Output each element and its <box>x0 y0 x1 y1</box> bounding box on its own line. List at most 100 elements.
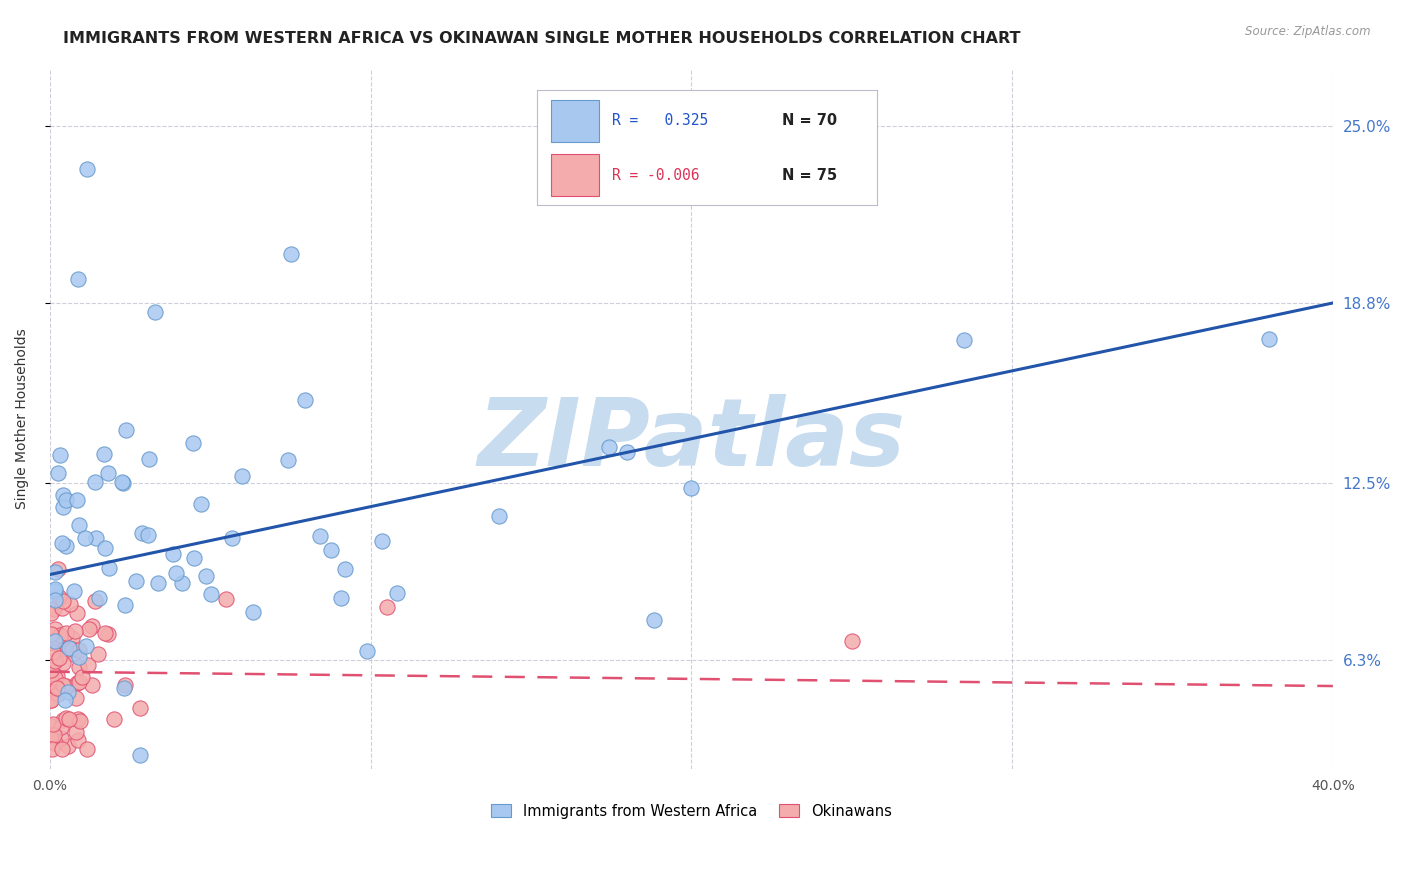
Point <box>84 475 107 489</box>
Point <box>41 670 63 684</box>
Point <box>49 720 72 734</box>
Text: ZIPatlas: ZIPatlas <box>477 393 905 486</box>
Point <box>49 731 72 745</box>
Point <box>51 742 73 756</box>
Point <box>48 651 70 665</box>
Point <box>145 304 167 318</box>
Point <box>60 632 83 646</box>
Point <box>643 613 665 627</box>
Point <box>87 647 110 661</box>
Point <box>1257 332 1279 346</box>
Point <box>52 678 75 692</box>
Point <box>76 161 98 176</box>
Point <box>60 642 83 657</box>
Point <box>52 636 75 650</box>
Point <box>66 676 89 690</box>
Point <box>59 597 82 611</box>
Point <box>41 634 63 648</box>
Point <box>46 687 69 701</box>
Point <box>46 467 69 481</box>
Point <box>44 565 66 579</box>
Point <box>55 539 77 553</box>
Point <box>52 714 75 728</box>
Point <box>136 528 159 542</box>
Point <box>58 640 80 655</box>
Point <box>387 586 409 600</box>
Point <box>67 643 90 657</box>
Point <box>49 448 72 462</box>
Point <box>138 452 160 467</box>
Point <box>97 466 120 480</box>
Point <box>55 626 77 640</box>
Point <box>46 562 69 576</box>
Point <box>66 272 89 286</box>
Point <box>63 584 86 599</box>
Point <box>83 593 105 607</box>
Point <box>44 584 66 599</box>
Point <box>82 677 104 691</box>
Point <box>98 561 121 575</box>
Point <box>598 441 620 455</box>
Point <box>172 576 194 591</box>
Point <box>165 566 187 580</box>
Point <box>112 681 135 696</box>
Point <box>200 587 222 601</box>
Point <box>56 739 79 753</box>
Point <box>42 632 65 647</box>
Point <box>41 627 63 641</box>
Point <box>111 475 134 489</box>
Point <box>242 606 264 620</box>
Point <box>841 633 863 648</box>
Point <box>162 547 184 561</box>
Point <box>65 724 87 739</box>
Point <box>52 594 75 608</box>
Point <box>76 741 98 756</box>
Point <box>70 670 93 684</box>
Point <box>55 492 77 507</box>
Point <box>51 536 73 550</box>
Point <box>52 488 75 502</box>
Point <box>319 543 342 558</box>
Point <box>48 590 70 604</box>
Point <box>56 685 79 699</box>
Point <box>51 639 73 653</box>
Point <box>129 747 152 762</box>
Text: Source: ZipAtlas.com: Source: ZipAtlas.com <box>1246 25 1371 38</box>
Point <box>97 627 120 641</box>
Point <box>44 736 66 750</box>
Y-axis label: Single Mother Households: Single Mother Households <box>15 328 30 509</box>
Point <box>66 493 89 508</box>
Point <box>148 576 170 591</box>
Point <box>93 541 115 555</box>
Point <box>335 561 357 575</box>
Point <box>55 679 77 693</box>
Point <box>41 681 63 696</box>
Point <box>41 742 63 756</box>
Point <box>280 247 302 261</box>
Point <box>49 627 72 641</box>
Point <box>488 508 510 523</box>
Point <box>221 531 243 545</box>
Point <box>953 333 976 347</box>
Point <box>44 671 66 685</box>
Point <box>53 692 76 706</box>
Point <box>42 635 65 649</box>
Point <box>67 518 90 533</box>
Point <box>94 626 117 640</box>
Point <box>231 469 253 483</box>
Point <box>616 445 638 459</box>
Point <box>55 710 77 724</box>
Point <box>114 423 136 437</box>
Point <box>41 719 63 733</box>
Point <box>131 525 153 540</box>
Point <box>41 663 63 677</box>
Point <box>42 728 65 742</box>
Point <box>371 534 394 549</box>
Point <box>66 733 89 747</box>
Point <box>69 714 91 729</box>
Point <box>114 678 136 692</box>
Point <box>73 531 96 545</box>
Point <box>41 728 63 742</box>
Point <box>128 700 150 714</box>
Point <box>79 622 101 636</box>
